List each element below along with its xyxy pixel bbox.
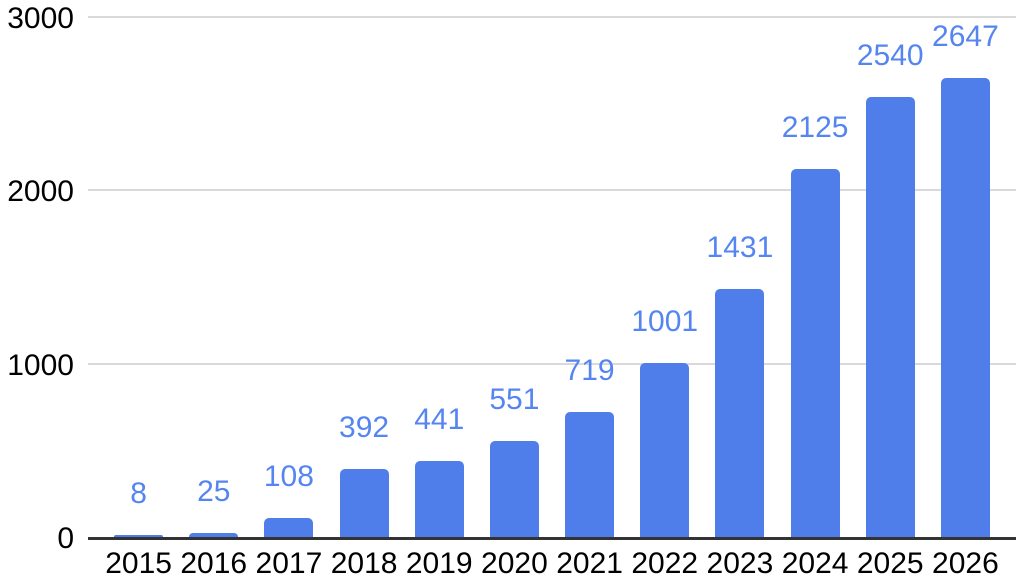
x-axis-category-label-2025: 2025 bbox=[856, 547, 924, 580]
x-axis-category-label-2022: 2022 bbox=[631, 547, 699, 580]
bar-2015 bbox=[114, 535, 164, 537]
bar-value-label-2022: 1001 bbox=[631, 305, 699, 339]
bar-value-label-2021: 719 bbox=[564, 354, 615, 388]
y-axis-tick-label-1000: 1000 bbox=[7, 348, 74, 382]
gridline-2000 bbox=[88, 189, 1016, 192]
bar-2025 bbox=[865, 96, 915, 537]
bar-2026 bbox=[940, 78, 990, 537]
bar-value-label-2016: 25 bbox=[197, 474, 231, 508]
y-axis-tick-label-3000: 3000 bbox=[7, 2, 74, 35]
bar-2021 bbox=[565, 412, 615, 537]
x-axis-category-label-2017: 2017 bbox=[255, 547, 323, 580]
x-axis-category-label-2024: 2024 bbox=[781, 547, 849, 580]
y-axis-tick-label-0: 0 bbox=[57, 522, 74, 555]
bar-2022 bbox=[640, 363, 690, 537]
x-axis-category-label-2020: 2020 bbox=[481, 547, 548, 580]
bar-2018 bbox=[339, 469, 389, 537]
bar-value-label-2024: 2125 bbox=[781, 110, 849, 144]
bar-2017 bbox=[264, 518, 314, 537]
x-axis-category-label-2023: 2023 bbox=[706, 547, 774, 580]
x-axis-category-label-2026: 2026 bbox=[932, 547, 999, 580]
bar-value-label-2025: 2540 bbox=[856, 38, 924, 72]
x-axis-line bbox=[88, 537, 1016, 540]
x-axis-category-label-2015: 2015 bbox=[105, 547, 172, 580]
x-axis-category-label-2018: 2018 bbox=[330, 547, 398, 580]
y-axis-tick-label-2000: 2000 bbox=[7, 175, 74, 209]
bar-value-label-2020: 551 bbox=[489, 383, 540, 417]
x-axis-category-label-2019: 2019 bbox=[405, 547, 473, 580]
bar-value-label-2026: 2647 bbox=[932, 20, 999, 54]
bar-2024 bbox=[790, 168, 840, 537]
bar-value-label-2023: 1431 bbox=[706, 230, 774, 264]
bar-2023 bbox=[715, 288, 765, 537]
gridline-3000 bbox=[88, 16, 1016, 18]
bar-2016 bbox=[189, 532, 239, 537]
bar-value-label-2015: 8 bbox=[130, 477, 147, 510]
bar-value-label-2017: 108 bbox=[263, 460, 314, 494]
bar-2020 bbox=[489, 441, 539, 537]
gridline-1000 bbox=[88, 362, 1016, 365]
x-axis-category-label-2016: 2016 bbox=[180, 547, 248, 580]
x-axis-category-label-2021: 2021 bbox=[556, 547, 623, 580]
bar-value-label-2019: 441 bbox=[414, 402, 465, 436]
bar-value-label-2018: 392 bbox=[339, 411, 390, 445]
bar-2019 bbox=[414, 460, 464, 537]
